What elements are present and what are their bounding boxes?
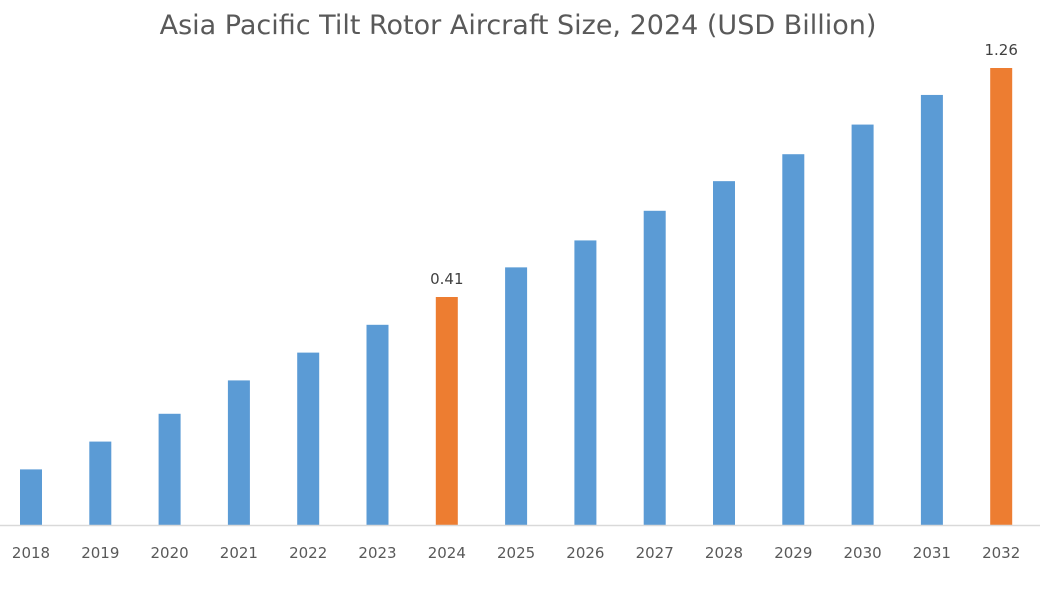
x-tick-label-2018: 2018: [12, 544, 50, 562]
bar-2025: [505, 267, 528, 525]
bar-2023: [366, 324, 389, 525]
x-tick-label-2023: 2023: [358, 544, 396, 562]
x-tick-label-2021: 2021: [220, 544, 258, 562]
bar-2029: [782, 154, 805, 525]
x-tick-label-2029: 2029: [774, 544, 812, 562]
bar-2024: [435, 297, 458, 525]
bar-2026: [574, 240, 597, 525]
x-tick-label-2028: 2028: [705, 544, 743, 562]
data-label-2024: 0.41: [430, 270, 463, 288]
bar-2021: [227, 380, 250, 525]
bar-2028: [713, 181, 735, 525]
bar-2020: [158, 413, 181, 525]
x-tick-label-2027: 2027: [636, 544, 674, 562]
x-tick-label-2022: 2022: [289, 544, 327, 562]
bar-2022: [297, 352, 320, 525]
x-tick-label-2031: 2031: [913, 544, 951, 562]
x-tick-label-2032: 2032: [982, 544, 1020, 562]
chart-title: Asia Pacific Tilt Rotor Aircraft Size, 2…: [160, 10, 877, 41]
bar-2027: [643, 210, 666, 525]
bar-2019: [89, 441, 112, 525]
x-tick-label-2020: 2020: [151, 544, 189, 562]
x-tick-label-2026: 2026: [566, 544, 604, 562]
x-tick-label-2024: 2024: [428, 544, 466, 562]
bar-2018: [20, 469, 42, 525]
x-tick-label-2019: 2019: [81, 544, 119, 562]
bar-2030: [851, 124, 874, 525]
data-label-2032: 1.26: [984, 41, 1017, 59]
bar-2031: [920, 94, 943, 526]
x-tick-label-2030: 2030: [844, 544, 882, 562]
bar-2032: [990, 68, 1013, 525]
x-tick-label-2025: 2025: [497, 544, 535, 562]
